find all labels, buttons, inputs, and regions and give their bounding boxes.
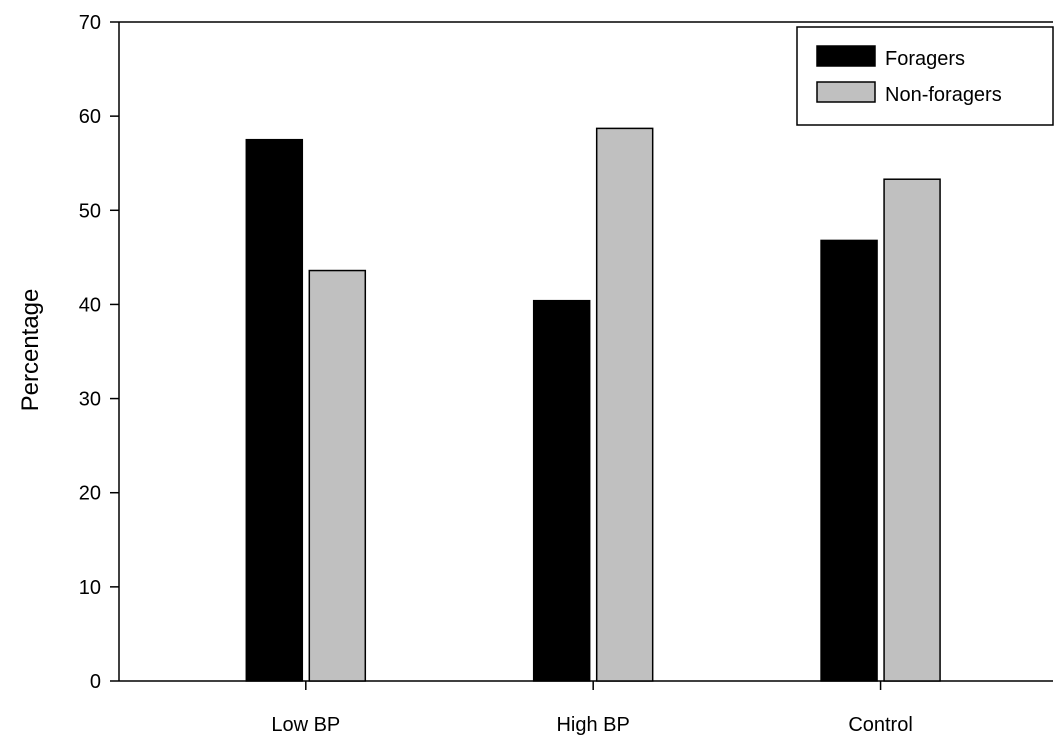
legend-label-foragers: Foragers bbox=[885, 48, 965, 70]
y-tick-label: 0 bbox=[90, 671, 101, 693]
bars bbox=[245, 127, 941, 682]
x-tick-label: High BP bbox=[556, 714, 629, 736]
bar-foragers-low-bp bbox=[245, 138, 304, 682]
x-tick-label: Low BP bbox=[271, 714, 340, 736]
y-axis: 0 10 20 30 40 50 60 70 bbox=[79, 12, 119, 693]
legend-swatch-non-foragers bbox=[816, 81, 876, 103]
bar-non-foragers-high-bp bbox=[595, 127, 654, 682]
bar-non-foragers-control bbox=[883, 178, 941, 682]
legend-label-non-foragers: Non-foragers bbox=[885, 84, 1002, 106]
legend: Foragers Non-foragers bbox=[796, 26, 1054, 126]
y-tick-label: 70 bbox=[79, 12, 101, 34]
legend-swatch-foragers bbox=[816, 45, 876, 67]
y-tick-label: 40 bbox=[79, 294, 101, 316]
y-tick-label: 50 bbox=[79, 200, 101, 222]
bar-foragers-high-bp bbox=[532, 299, 591, 682]
y-tick-label: 30 bbox=[79, 389, 101, 411]
bar-non-foragers-low-bp bbox=[308, 269, 367, 682]
y-tick-label: 60 bbox=[79, 106, 101, 128]
bar-foragers-control bbox=[820, 239, 878, 682]
y-tick-label: 20 bbox=[79, 483, 101, 505]
y-axis-title: Percentage bbox=[17, 289, 44, 412]
legend-box bbox=[796, 26, 1054, 126]
x-axis: Low BP High BP Control bbox=[271, 681, 913, 736]
y-tick-label: 10 bbox=[79, 577, 101, 599]
x-tick-label: Control bbox=[848, 714, 912, 736]
